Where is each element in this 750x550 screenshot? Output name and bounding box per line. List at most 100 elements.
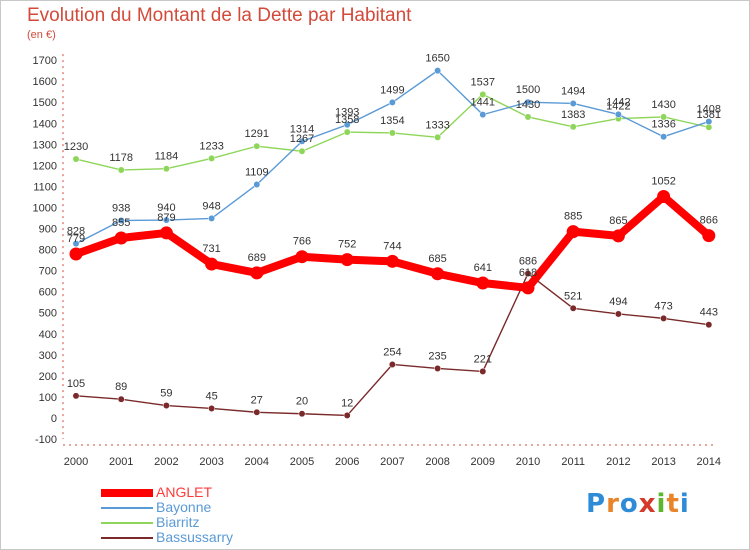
data-label: 1230 <box>64 141 88 153</box>
data-label: 1650 <box>425 53 449 65</box>
data-label: 89 <box>115 381 127 393</box>
data-label: 948 <box>202 200 220 212</box>
data-label: 59 <box>160 388 172 400</box>
y-tick-label: 400 <box>39 329 57 341</box>
data-point <box>208 405 216 412</box>
data-label: 879 <box>157 212 175 224</box>
data-label: 1354 <box>380 115 404 127</box>
data-point <box>253 408 261 416</box>
data-point <box>117 395 125 403</box>
data-label: 443 <box>700 307 718 319</box>
data-point <box>162 402 170 409</box>
axes: -100 0 100 200 300 400 500 600 700 800 900 1000 1100… <box>33 54 721 468</box>
data-label: 1430 <box>651 99 675 111</box>
series-anglet <box>69 190 716 295</box>
x-tick-label: 2003 <box>199 456 223 468</box>
series-bayonne <box>72 67 713 248</box>
y-tick-label: 1500 <box>33 97 57 109</box>
legend-label: Biarritz <box>156 514 200 530</box>
data-point <box>343 128 351 136</box>
data-label: 27 <box>251 394 263 406</box>
data-label: 828 <box>67 226 85 238</box>
data-point <box>657 190 671 204</box>
data-point <box>660 133 668 141</box>
data-label: 45 <box>205 390 217 402</box>
data-point <box>298 147 306 155</box>
data-point <box>208 214 216 222</box>
data-point <box>162 216 170 224</box>
data-label: 744 <box>383 240 401 252</box>
series-layer <box>69 67 716 419</box>
x-tick-label: 2001 <box>109 456 133 468</box>
data-label: 1393 <box>335 107 359 119</box>
data-point <box>250 266 264 280</box>
legend-swatch <box>101 522 153 524</box>
data-label: 1184 <box>155 151 179 163</box>
data-point <box>72 240 80 248</box>
logo-letter: t <box>666 489 680 519</box>
x-tick-label: 2000 <box>64 456 88 468</box>
y-tick-label: 1300 <box>33 139 57 151</box>
y-tick-label: 700 <box>39 266 57 278</box>
x-tick-label: 2012 <box>606 456 630 468</box>
data-point <box>72 392 80 400</box>
y-tick-label: 100 <box>39 392 57 404</box>
data-label: 731 <box>202 243 220 255</box>
data-label: 1358 <box>335 114 359 126</box>
data-point <box>162 165 170 173</box>
data-point <box>431 267 445 281</box>
data-label: 1430 <box>516 99 540 111</box>
data-point <box>388 98 396 106</box>
y-tick-label: 1100 <box>33 181 57 193</box>
data-point <box>614 310 622 318</box>
data-label: 1500 <box>516 84 540 96</box>
y-tick-label: 1000 <box>33 202 57 214</box>
data-point <box>524 113 532 121</box>
data-label: 938 <box>112 203 130 215</box>
data-label: 766 <box>293 236 311 248</box>
legend-swatch <box>101 537 153 539</box>
y-tick-label: 800 <box>39 245 57 257</box>
data-point <box>566 225 580 239</box>
data-point <box>295 250 309 264</box>
legend-item-biarritz: Biarritz <box>101 514 341 530</box>
data-label: 1109 <box>245 167 269 179</box>
logo-letter: i <box>656 489 667 519</box>
data-point <box>343 121 351 129</box>
x-tick-label: 2007 <box>380 456 404 468</box>
data-label: 1383 <box>561 109 585 121</box>
logo-letter: x <box>638 489 657 519</box>
y-tick-label: 1700 <box>33 55 57 67</box>
data-label: 1381 <box>697 109 721 121</box>
data-label: 685 <box>428 253 446 265</box>
data-point <box>208 154 216 162</box>
data-label: 1336 <box>651 119 675 131</box>
y-tick-label: 1400 <box>33 118 57 130</box>
data-label: 254 <box>383 346 401 358</box>
unit-label: (en €) <box>27 29 56 41</box>
data-point <box>524 98 532 106</box>
data-point <box>705 321 713 329</box>
y-tick-label: 900 <box>39 224 57 236</box>
proxiti-logo: Proxiti <box>586 489 690 519</box>
data-label: 752 <box>338 239 356 251</box>
logo-letter: i <box>679 489 690 519</box>
data-label: 20 <box>296 396 308 408</box>
logo-letter: o <box>619 489 639 519</box>
data-label: 855 <box>112 217 130 229</box>
x-tick-label: 2014 <box>697 456 721 468</box>
data-label: 521 <box>564 290 582 302</box>
y-tick-label: 200 <box>39 371 57 383</box>
data-point <box>253 142 261 150</box>
data-point <box>569 123 577 131</box>
legend-swatch <box>101 507 153 509</box>
data-label: 618 <box>519 267 537 279</box>
legend-label: Bassussarry <box>156 529 234 545</box>
data-point <box>205 257 219 271</box>
data-point <box>340 253 354 267</box>
data-point <box>660 113 668 121</box>
legend-item-anglet: ANGLET <box>101 484 341 500</box>
y-tick-label: 0 <box>51 413 57 425</box>
data-point <box>434 365 442 372</box>
y-tick-label: 600 <box>39 287 57 299</box>
